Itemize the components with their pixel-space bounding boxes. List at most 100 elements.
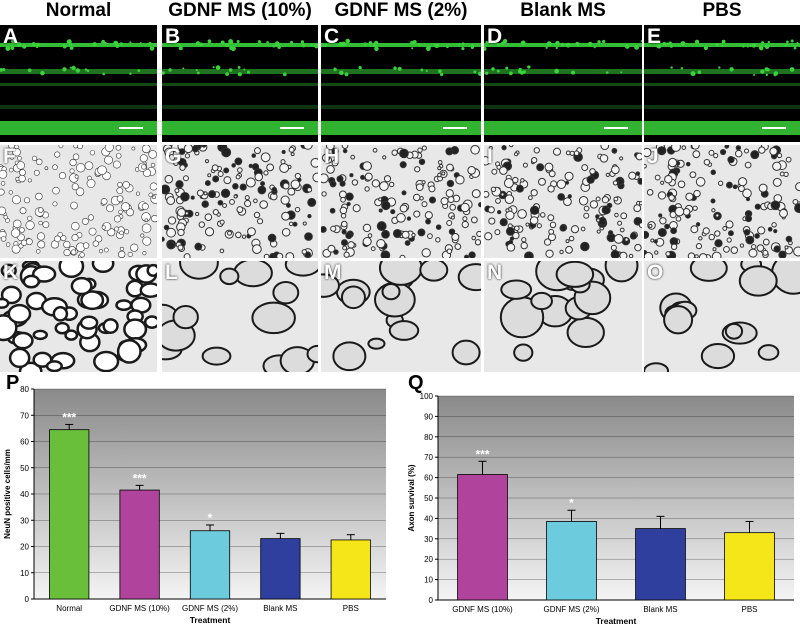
scale-bar (443, 127, 467, 129)
column-header: GDNF MS (2%) (334, 0, 468, 21)
panel-letter: H (324, 145, 340, 168)
panel-letter: M (324, 261, 342, 284)
micrograph-panel: F (0, 145, 157, 258)
panel-letter: E (647, 25, 662, 48)
panel-letter: C (324, 25, 340, 48)
y-tick-label: 70 (424, 453, 433, 462)
panel-letter: O (647, 261, 664, 284)
significance-marker: *** (475, 447, 489, 461)
micrograph-panel: B (162, 25, 318, 142)
chart-axon-survival: 0 10 20 30 40 50 60 70 80 90 100 *** GDNF MS (10%) * G… (407, 392, 794, 626)
x-axis-label: Treatment (596, 616, 637, 626)
y-axis-label: Axon survival (%) (407, 464, 416, 531)
micrograph-image (162, 39, 318, 135)
micrograph-image (162, 145, 318, 258)
panel-letter: N (487, 261, 503, 284)
micrograph-image (484, 145, 642, 258)
y-tick-label: 40 (20, 490, 29, 499)
micrograph-image (0, 39, 157, 135)
bar (260, 538, 301, 600)
micrograph-image (321, 261, 481, 372)
category-label: Normal (56, 604, 82, 613)
micrograph-panel: D (484, 25, 642, 142)
column-header: PBS (702, 0, 742, 21)
category-label: GDNF MS (2%) (544, 605, 600, 614)
column-header: Blank MS (520, 0, 606, 21)
y-tick-label: 40 (424, 514, 433, 523)
bar (635, 528, 686, 601)
y-tick-label: 50 (424, 494, 433, 503)
micrograph-panel: G (162, 145, 318, 258)
micrograph-image (644, 145, 800, 258)
bar (457, 474, 508, 601)
y-tick-label: 60 (20, 438, 29, 447)
panel-letter: D (487, 25, 503, 48)
micrograph-image (162, 261, 318, 372)
bar (49, 429, 90, 600)
micrograph-panel: N (484, 261, 642, 372)
y-tick-label: 10 (424, 576, 433, 585)
category-label: PBS (741, 605, 757, 614)
micrograph-panel: O (644, 261, 800, 372)
y-tick-label: 30 (424, 535, 433, 544)
micrograph-panel: L (162, 261, 318, 372)
column-header: Normal (45, 0, 112, 21)
panel-letter: G (165, 145, 182, 168)
x-axis-label: Treatment (190, 615, 231, 625)
bar (724, 532, 775, 601)
category-label: PBS (343, 604, 359, 613)
panel-letter: J (647, 145, 659, 168)
micrograph-image (644, 261, 800, 372)
micrograph-panel: M (321, 261, 481, 372)
bar (330, 539, 371, 600)
scale-bar (762, 127, 786, 129)
significance-marker: * (569, 496, 574, 510)
micrograph-panel: C (321, 25, 481, 142)
y-tick-label: 30 (20, 516, 29, 525)
micrograph-image (484, 38, 642, 135)
y-tick-label: 0 (429, 596, 434, 605)
y-tick-label: 60 (424, 474, 433, 483)
panel-letter-p: P (6, 372, 20, 394)
y-tick-label: 90 (424, 412, 433, 421)
category-label: Blank MS (263, 604, 297, 613)
panel-letter: B (165, 25, 181, 48)
significance-marker: *** (62, 410, 76, 424)
y-axis-label: NeuN positive cells/mm (3, 449, 12, 539)
micrograph-image (644, 39, 800, 135)
panel-letter: L (165, 261, 178, 284)
category-label: GDNF MS (10%) (109, 604, 170, 613)
panel-letter: I (487, 145, 493, 168)
significance-marker: *** (133, 471, 147, 485)
category-label: Blank MS (643, 605, 677, 614)
y-tick-label: 100 (420, 392, 434, 401)
y-tick-label: 80 (424, 433, 433, 442)
panel-letter: F (3, 145, 16, 168)
bar (189, 530, 231, 600)
panel-letter-q: Q (408, 372, 424, 394)
y-tick-label: 50 (20, 464, 29, 473)
bar (546, 521, 597, 601)
y-tick-label: 0 (25, 595, 30, 604)
y-tick-label: 80 (20, 385, 29, 394)
micrograph-image (321, 145, 481, 258)
column-header: GDNF MS (10%) (168, 0, 312, 21)
bar (119, 489, 160, 600)
chart-neun-positive-cells: 0 10 20 30 40 50 60 70 80 *** Normal *** GDNF MS (10… (3, 385, 386, 625)
micrograph-image (0, 261, 157, 372)
panel-letter: A (3, 25, 19, 48)
micrograph-image (0, 145, 157, 258)
y-tick-label: 70 (20, 411, 29, 420)
panel-letter: K (3, 261, 19, 284)
micrograph-panel: K (0, 261, 157, 372)
micrograph-panel: E (644, 25, 800, 142)
category-label: GDNF MS (2%) (182, 604, 238, 613)
micrograph-panel: A (0, 25, 157, 142)
y-tick-label: 20 (20, 543, 29, 552)
y-tick-label: 10 (20, 569, 29, 578)
micrograph-panel: H (321, 145, 481, 258)
y-tick-label: 20 (424, 555, 433, 564)
significance-marker: * (208, 511, 213, 525)
micrograph-panel: I (484, 145, 642, 258)
scale-bar (604, 127, 628, 129)
